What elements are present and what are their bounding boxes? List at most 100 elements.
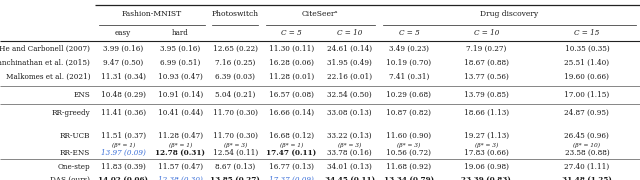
Text: 10.35 (0.35): 10.35 (0.35) [564, 45, 609, 53]
Text: C = 5: C = 5 [281, 29, 301, 37]
Text: 13.97 (0.09): 13.97 (0.09) [100, 149, 146, 157]
Text: 3.95 (0.16): 3.95 (0.16) [160, 45, 200, 53]
Text: 10.19 (0.70): 10.19 (0.70) [387, 59, 431, 67]
Text: 16.28 (0.06): 16.28 (0.06) [269, 59, 314, 67]
Text: CiteSeerᵃ: CiteSeerᵃ [302, 10, 339, 18]
Text: 11.51 (0.37): 11.51 (0.37) [100, 132, 146, 140]
Text: 22.16 (0.01): 22.16 (0.01) [327, 72, 372, 80]
Text: 19.06 (0.98): 19.06 (0.98) [464, 163, 509, 171]
Text: 10.87 (0.82): 10.87 (0.82) [387, 109, 431, 117]
Text: C = 5: C = 5 [399, 29, 419, 37]
Text: 16.66 (0.14): 16.66 (0.14) [269, 109, 314, 117]
Text: ENS: ENS [74, 91, 90, 98]
Text: 25.51 (1.40): 25.51 (1.40) [564, 59, 609, 67]
Text: 34.45 (0.11): 34.45 (0.11) [324, 176, 375, 180]
Text: 16.68 (0.12): 16.68 (0.12) [269, 132, 314, 140]
Text: 24.61 (0.14): 24.61 (0.14) [327, 45, 372, 53]
Text: 11.68 (0.92): 11.68 (0.92) [387, 163, 431, 171]
Text: 11.41 (0.36): 11.41 (0.36) [100, 109, 146, 117]
Text: 11.28 (0.01): 11.28 (0.01) [269, 72, 314, 80]
Text: 11.70 (0.30): 11.70 (0.30) [212, 132, 258, 140]
Text: 17.00 (1.15): 17.00 (1.15) [564, 91, 609, 98]
Text: 16.77 (0.13): 16.77 (0.13) [269, 163, 314, 171]
Text: 11.31 (0.34): 11.31 (0.34) [100, 72, 146, 80]
Text: He and Carbonell (2007): He and Carbonell (2007) [0, 45, 90, 53]
Text: easy: easy [115, 29, 131, 37]
Text: Drug discovery: Drug discovery [481, 10, 538, 18]
Text: 27.40 (1.11): 27.40 (1.11) [564, 163, 609, 171]
Text: 12.78 (0.31): 12.78 (0.31) [155, 149, 205, 157]
Text: 17.37 (0.09): 17.37 (0.09) [269, 176, 314, 180]
Text: 19.27 (1.13): 19.27 (1.13) [464, 132, 509, 140]
Text: 18.67 (0.88): 18.67 (0.88) [464, 59, 509, 67]
Text: 9.47 (0.50): 9.47 (0.50) [103, 59, 143, 67]
Text: (β* = 3): (β* = 3) [397, 142, 420, 148]
Text: 33.78 (0.16): 33.78 (0.16) [328, 149, 372, 157]
Text: 10.93 (0.47): 10.93 (0.47) [157, 72, 203, 80]
Text: (β* = 3): (β* = 3) [475, 142, 498, 148]
Text: 10.56 (0.72): 10.56 (0.72) [387, 149, 431, 157]
Text: 34.01 (0.13): 34.01 (0.13) [327, 163, 372, 171]
Text: 11.70 (0.30): 11.70 (0.30) [212, 109, 258, 117]
Text: 17.83 (0.66): 17.83 (0.66) [464, 149, 509, 157]
Text: C = 10: C = 10 [337, 29, 362, 37]
Text: Photoswitch: Photoswitch [212, 10, 259, 18]
Text: 33.22 (0.13): 33.22 (0.13) [328, 132, 372, 140]
Text: RR-ENS: RR-ENS [60, 149, 90, 157]
Text: (β* = 1): (β* = 1) [111, 142, 135, 148]
Text: 13.79 (0.85): 13.79 (0.85) [464, 91, 509, 98]
Text: 5.04 (0.21): 5.04 (0.21) [215, 91, 255, 98]
Text: 10.48 (0.29): 10.48 (0.29) [100, 91, 146, 98]
Text: RR-greedy: RR-greedy [51, 109, 90, 117]
Text: (β* = 3): (β* = 3) [338, 142, 362, 148]
Text: 32.54 (0.50): 32.54 (0.50) [328, 91, 372, 98]
Text: C = 10: C = 10 [474, 29, 499, 37]
Text: C = 15: C = 15 [574, 29, 600, 37]
Text: hard: hard [172, 29, 189, 37]
Text: 11.83 (0.39): 11.83 (0.39) [100, 163, 146, 171]
Text: 16.57 (0.08): 16.57 (0.08) [269, 91, 314, 98]
Text: (β* = 3): (β* = 3) [223, 142, 247, 148]
Text: 11.57 (0.47): 11.57 (0.47) [157, 163, 203, 171]
Text: 7.16 (0.25): 7.16 (0.25) [215, 59, 255, 67]
Text: 3.99 (0.16): 3.99 (0.16) [103, 45, 143, 53]
Text: 13.85 (0.27): 13.85 (0.27) [211, 176, 260, 180]
Text: Fashion-MNIST: Fashion-MNIST [122, 10, 182, 18]
Text: 11.30 (0.11): 11.30 (0.11) [269, 45, 314, 53]
Text: DAS (ours): DAS (ours) [50, 176, 90, 180]
Text: 31.95 (0.49): 31.95 (0.49) [327, 59, 372, 67]
Text: 3.49 (0.23): 3.49 (0.23) [389, 45, 429, 53]
Text: 11.60 (0.90): 11.60 (0.90) [387, 132, 431, 140]
Text: 14.02 (0.06): 14.02 (0.06) [98, 176, 148, 180]
Text: 6.99 (0.51): 6.99 (0.51) [160, 59, 200, 67]
Text: (β* = 1): (β* = 1) [280, 142, 303, 148]
Text: 33.08 (0.13): 33.08 (0.13) [328, 109, 372, 117]
Text: One-step: One-step [58, 163, 90, 171]
Text: 7.41 (0.31): 7.41 (0.31) [388, 72, 429, 80]
Text: 8.67 (0.13): 8.67 (0.13) [215, 163, 255, 171]
Text: 12.65 (0.22): 12.65 (0.22) [212, 45, 258, 53]
Text: 13.34 (0.79): 13.34 (0.79) [384, 176, 434, 180]
Text: 19.60 (0.66): 19.60 (0.66) [564, 72, 609, 80]
Text: 17.47 (0.11): 17.47 (0.11) [266, 149, 316, 157]
Text: 7.19 (0.27): 7.19 (0.27) [466, 45, 507, 53]
Text: 18.66 (1.13): 18.66 (1.13) [464, 109, 509, 117]
Text: 10.91 (0.14): 10.91 (0.14) [157, 91, 203, 98]
Text: RR-UCB: RR-UCB [60, 132, 90, 140]
Text: 26.45 (0.96): 26.45 (0.96) [564, 132, 609, 140]
Text: (β* = 1): (β* = 1) [168, 142, 192, 148]
Text: 10.29 (0.68): 10.29 (0.68) [387, 91, 431, 98]
Text: 12.54 (0.11): 12.54 (0.11) [212, 149, 258, 157]
Text: (β* = 10): (β* = 10) [573, 142, 600, 148]
Text: 13.77 (0.56): 13.77 (0.56) [464, 72, 509, 80]
Text: 10.41 (0.44): 10.41 (0.44) [157, 109, 203, 117]
Text: 23.39 (0.83): 23.39 (0.83) [461, 176, 511, 180]
Text: 12.38 (0.30): 12.38 (0.30) [157, 176, 203, 180]
Text: Malkomes et al. (2021): Malkomes et al. (2021) [6, 72, 90, 80]
Text: 11.28 (0.47): 11.28 (0.47) [157, 132, 203, 140]
Text: Vanchinathan et al. (2015): Vanchinathan et al. (2015) [0, 59, 90, 67]
Text: 23.58 (0.88): 23.58 (0.88) [564, 149, 609, 157]
Text: 24.87 (0.95): 24.87 (0.95) [564, 109, 609, 117]
Text: 31.48 (1.25): 31.48 (1.25) [562, 176, 612, 180]
Text: 6.39 (0.03): 6.39 (0.03) [215, 72, 255, 80]
